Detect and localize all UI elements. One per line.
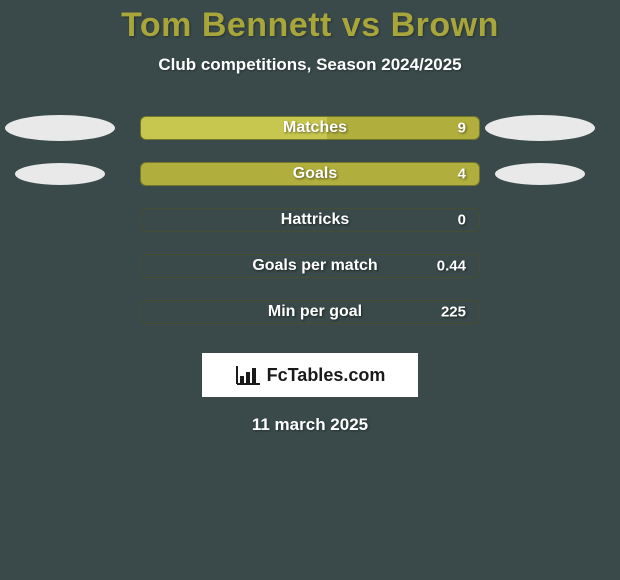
stat-value-right: 0 — [458, 212, 466, 229]
logo-text: FcTables.com — [267, 365, 386, 386]
bar-chart-icon — [235, 364, 261, 386]
stat-value-right: 0.44 — [437, 258, 466, 275]
stats-area: Matches 9 Goals 4 Hattricks 0 Goals per match 0… — [0, 105, 620, 335]
stat-value-right: 225 — [441, 304, 466, 321]
comparison-infographic: Tom Bennett vs Brown Club competitions, … — [0, 0, 620, 580]
source-logo: FcTables.com — [202, 353, 418, 397]
player-placeholder-ellipse — [495, 163, 585, 185]
stat-row: Hattricks 0 — [0, 197, 620, 243]
stat-row: Goals per match 0.44 — [0, 243, 620, 289]
player-placeholder-ellipse — [15, 163, 105, 185]
footer-date: 11 march 2025 — [0, 415, 620, 435]
stat-value-right: 4 — [458, 166, 466, 183]
stat-label: Goals per match — [252, 257, 377, 275]
stat-value-right: 9 — [458, 120, 466, 137]
stat-row: Min per goal 225 — [0, 289, 620, 335]
stat-label: Hattricks — [281, 211, 349, 229]
page-subtitle: Club competitions, Season 2024/2025 — [0, 55, 620, 75]
stat-label: Min per goal — [268, 303, 362, 321]
player-placeholder-ellipse — [5, 115, 115, 141]
page-title: Tom Bennett vs Brown — [0, 0, 620, 45]
stat-row: Goals 4 — [0, 151, 620, 197]
stat-row: Matches 9 — [0, 105, 620, 151]
player-placeholder-ellipse — [485, 115, 595, 141]
stat-label: Matches — [283, 119, 347, 137]
stat-label: Goals — [293, 165, 337, 183]
